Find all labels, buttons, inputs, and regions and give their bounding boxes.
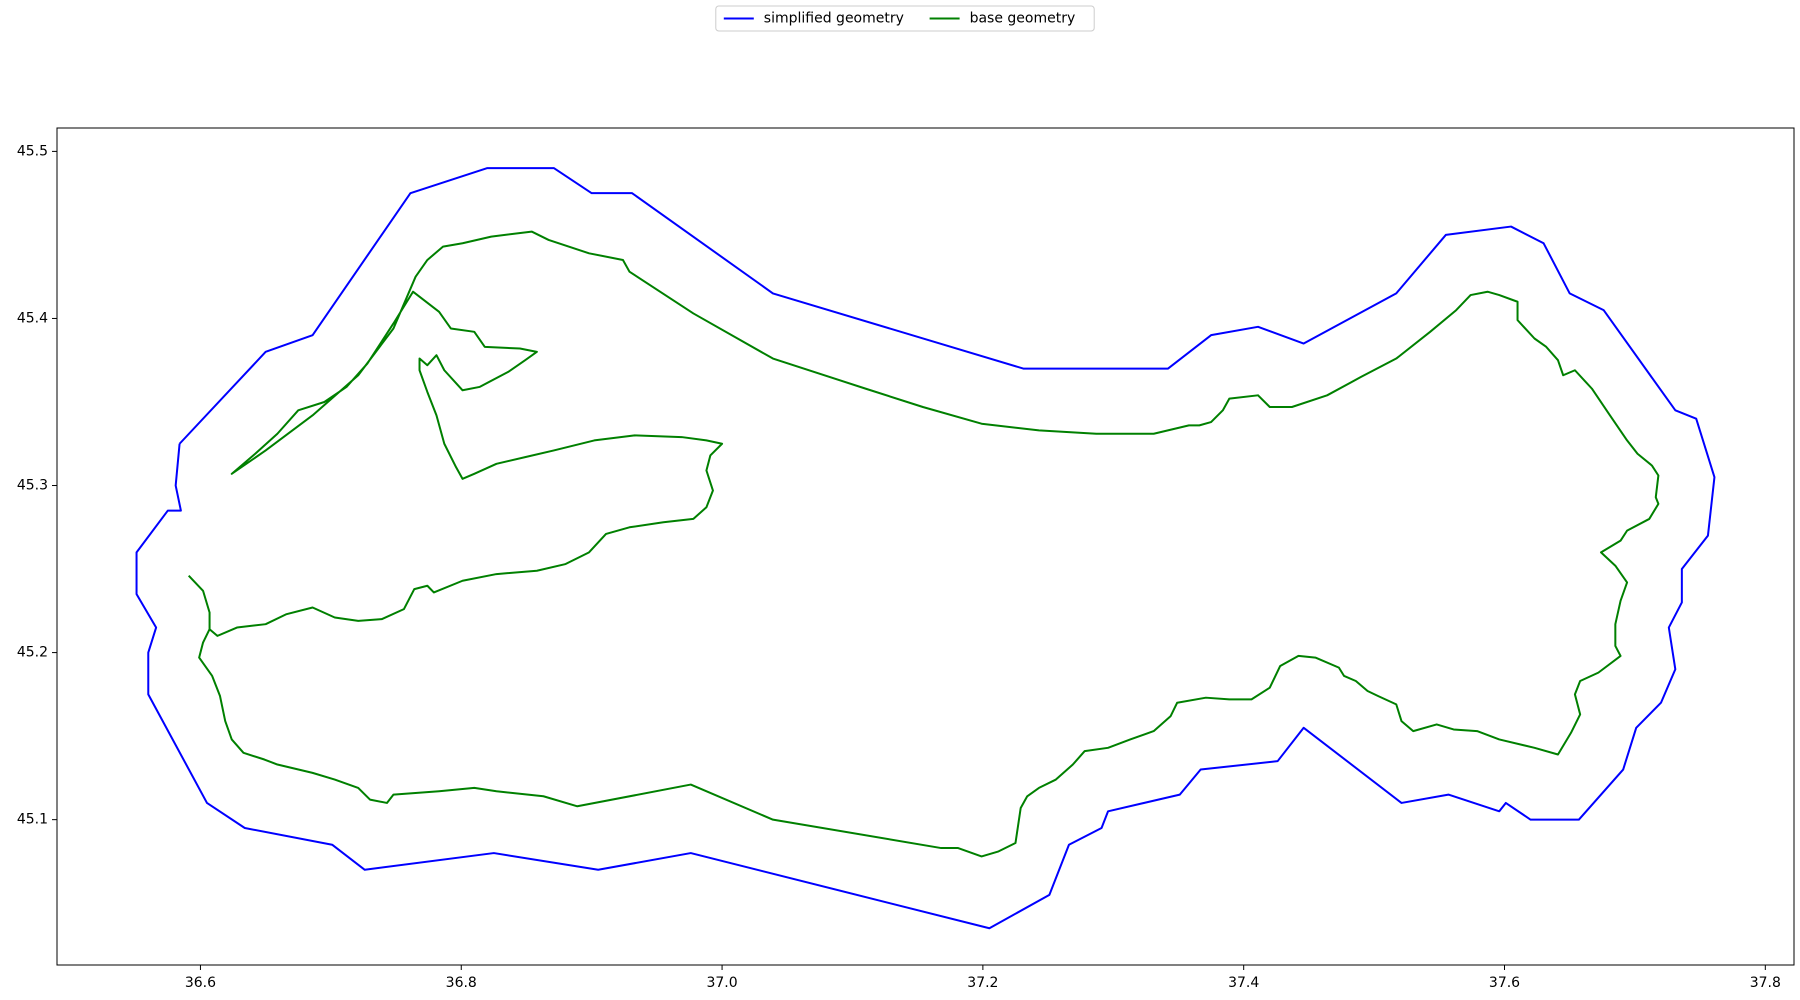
legend: simplified geometry base geometry [715,5,1095,32]
x-tick-label: 37.4 [1228,975,1259,991]
legend-label: simplified geometry [764,11,904,27]
legend-label: base geometry [970,11,1076,27]
x-tick-label: 37.8 [1750,975,1781,991]
x-tick-label: 36.6 [185,975,216,991]
x-tick-label: 37.2 [967,975,998,991]
y-tick-label: 45.1 [17,812,48,828]
axes-frame [56,127,1795,966]
series-line [187,230,1660,858]
x-tick-label: 37.0 [706,975,737,991]
x-tick-label: 36.8 [446,975,477,991]
plot-area: 36.6 36.8 37.0 37.2 37.4 37.6 37.8 45.1 45.2 45.3… [17,127,1795,991]
y-tick-label: 45.2 [17,645,48,661]
y-tick-label: 45.4 [17,310,48,326]
x-tick-label: 37.6 [1489,975,1520,991]
y-tick-label: 45.5 [17,143,48,159]
y-tick-label: 45.3 [17,478,48,494]
legend-box [715,5,1095,32]
series-line [135,167,1716,930]
